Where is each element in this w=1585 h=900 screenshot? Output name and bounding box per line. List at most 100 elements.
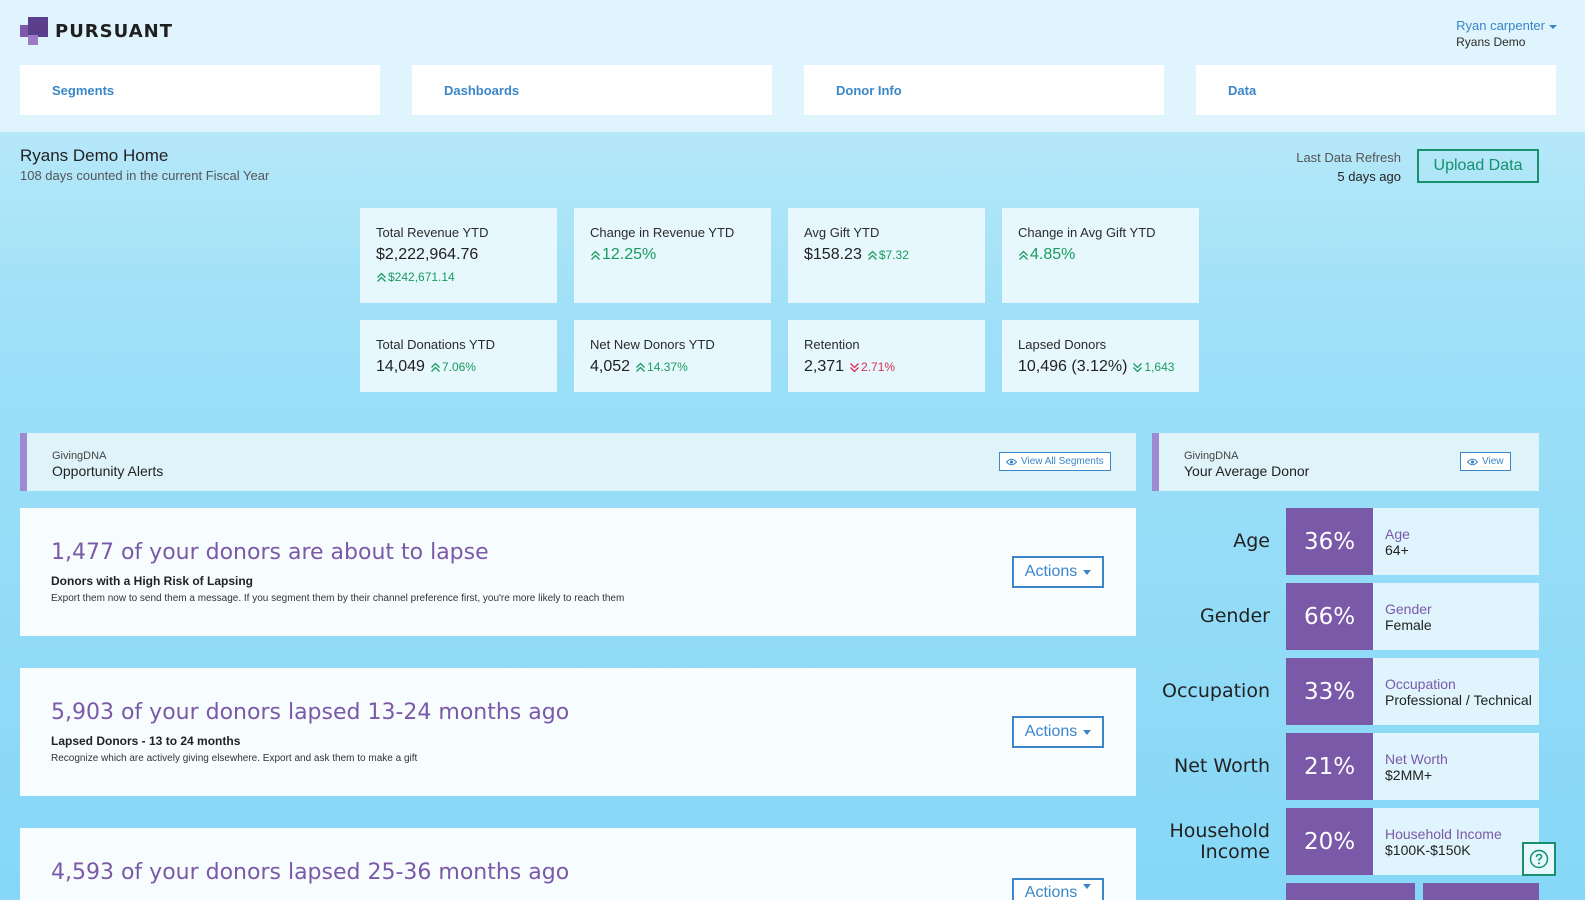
nav-dashboards[interactable]: Dashboards (412, 65, 772, 115)
actions-button[interactable]: Actions (1012, 878, 1104, 900)
nav-data[interactable]: Data (1196, 65, 1556, 115)
stat-value: 14,049 (376, 358, 425, 375)
upload-data-button[interactable]: Upload Data (1417, 149, 1539, 183)
refresh-label: Last Data Refresh (1296, 150, 1401, 165)
stat-card: Lapsed Donors 10,496 (3.12%) 1,643 (1002, 320, 1199, 392)
alert-card: 1,477 of your donors are about to lapse … (20, 508, 1136, 636)
donor-attr-detail: Gender Female (1373, 583, 1539, 650)
donor-profile-row: Gender 66% Gender Female (1152, 583, 1539, 650)
donor-attr-key: Gender (1385, 600, 1432, 617)
donor-attr-label: Net Worth (1174, 755, 1270, 778)
stat-card: Change in Revenue YTD 12.25% (574, 208, 771, 303)
view-all-segments-button[interactable]: View All Segments (999, 452, 1111, 471)
user-org: Ryans Demo (1456, 35, 1526, 49)
double-chevron-up-icon (636, 362, 646, 372)
alert-headline: 4,593 of your donors lapsed 25-36 months… (51, 860, 570, 885)
page-title: Ryans Demo Home (20, 146, 169, 165)
donor-attr-percent: 36% (1286, 508, 1373, 575)
help-button[interactable] (1522, 842, 1556, 876)
stat-delta: $242,671.14 (376, 270, 455, 284)
pursuant-logo[interactable]: PURSUANT (20, 17, 173, 45)
donor-attr-value: $2MM+ (1385, 766, 1433, 783)
donor-attr-detail: Age 64+ (1373, 508, 1539, 575)
donor-attr-percent: 66% (1286, 583, 1373, 650)
stat-label: Avg Gift YTD (804, 225, 880, 240)
donor-profile-row-partial (1423, 883, 1539, 900)
stat-delta: 2.71% (849, 360, 895, 374)
user-name-dropdown[interactable]: Ryan carpenter (1456, 18, 1557, 33)
stat-value-row: 12.25% (590, 246, 755, 264)
stat-label: Change in Avg Gift YTD (1018, 225, 1156, 240)
double-chevron-up-icon (591, 250, 600, 260)
stat-value-row: $158.23 $7.32 (804, 246, 969, 264)
donor-attr-value: 64+ (1385, 541, 1409, 558)
alert-subtitle: Lapsed Donors - 13 to 24 months (51, 734, 241, 748)
view-label: View (1482, 456, 1504, 467)
caret-down-icon (1083, 884, 1092, 889)
stat-label: Lapsed Donors (1018, 337, 1107, 352)
stat-value-row: 4.85% (1018, 246, 1183, 264)
stat-delta: 4.85% (1018, 246, 1075, 264)
page-subtitle: 108 days counted in the current Fiscal Y… (20, 168, 270, 183)
stat-value: $2,222,964.76 (376, 246, 479, 263)
opportunity-alerts-header: GivingDNA Opportunity Alerts View All Se… (20, 433, 1136, 491)
user-menu[interactable]: Ryan carpenter Ryans Demo (1456, 18, 1557, 49)
stat-delta: 14.37% (635, 360, 688, 374)
average-donor-kicker: GivingDNA (1184, 450, 1239, 462)
last-data-refresh: Last Data Refresh 5 days ago (1296, 150, 1401, 184)
donor-profile-row-partial (1286, 883, 1415, 900)
donor-attr-label: Occupation (1162, 680, 1270, 703)
main-nav: Segments Dashboards Donor Info Data (20, 65, 1556, 115)
alert-card: 5,903 of your donors lapsed 13-24 months… (20, 668, 1136, 796)
help-circle-icon (1529, 849, 1549, 869)
donor-attr-label: Gender (1199, 605, 1270, 628)
donor-attr-key: Occupation (1385, 675, 1456, 692)
double-chevron-up-icon (377, 272, 386, 282)
brand-name: PURSUANT (55, 20, 173, 42)
stat-label: Change in Revenue YTD (590, 225, 735, 240)
eye-icon (1006, 458, 1017, 465)
donor-attr-label: Age (1233, 530, 1270, 553)
donor-profile-row: Household Income 20% Household Income $1… (1152, 808, 1539, 875)
stat-value-row: 14,049 7.06% (376, 358, 541, 376)
opportunity-title: Opportunity Alerts (52, 463, 164, 479)
donor-attr-value: $100K-$150K (1385, 841, 1471, 858)
donor-profile-row: Net Worth 21% Net Worth $2MM+ (1152, 733, 1539, 800)
stat-value-row: 4,052 14.37% (590, 358, 755, 376)
stat-value: 2,371 (804, 358, 845, 375)
view-all-segments-label: View All Segments (1021, 456, 1104, 467)
view-average-donor-button[interactable]: View (1460, 452, 1511, 471)
chevron-down-icon (1549, 24, 1557, 29)
alert-description: Export them now to send them a message. … (51, 593, 625, 604)
donor-attr-value: Professional / Technical (1385, 691, 1532, 708)
actions-button[interactable]: Actions (1012, 716, 1104, 748)
double-chevron-up-icon (430, 362, 440, 372)
stat-value: 10,496 (3.12%) (1018, 358, 1128, 375)
nav-donor-info[interactable]: Donor Info (804, 65, 1164, 115)
stat-card: Total Revenue YTD $2,222,964.76 $242,671.1… (360, 208, 557, 303)
caret-down-icon (1083, 729, 1092, 735)
alert-headline: 1,477 of your donors are about to lapse (51, 540, 489, 565)
alert-subtitle: Donors with a High Risk of Lapsing (51, 574, 254, 588)
stat-value: 4,052 (590, 358, 631, 375)
nav-segments[interactable]: Segments (20, 65, 380, 115)
actions-button[interactable]: Actions (1012, 556, 1104, 588)
stat-label: Retention (804, 337, 860, 352)
refresh-value: 5 days ago (1337, 169, 1401, 184)
donor-attr-key: Household Income (1385, 825, 1502, 842)
donor-attr-key: Age (1385, 525, 1410, 542)
donor-attr-percent: 20% (1286, 808, 1373, 875)
stat-label: Net New Donors YTD (590, 337, 715, 352)
stat-label: Total Revenue YTD (376, 225, 489, 240)
average-donor-header: GivingDNA Your Average Donor View (1152, 433, 1539, 491)
alert-card: 4,593 of your donors lapsed 25-36 months… (20, 828, 1136, 900)
caret-down-icon (1083, 569, 1092, 575)
donor-profile-row: Occupation 33% Occupation Professional /… (1152, 658, 1539, 725)
double-chevron-up-icon (1019, 250, 1028, 260)
donor-attr-detail: Household Income $100K-$150K (1373, 808, 1539, 875)
stat-card: Avg Gift YTD $158.23 $7.32 (788, 208, 985, 303)
donor-attr-key: Net Worth (1385, 750, 1448, 767)
average-donor-title: Your Average Donor (1184, 463, 1310, 479)
double-chevron-down-icon (850, 362, 860, 372)
donor-attr-percent: 33% (1286, 658, 1373, 725)
